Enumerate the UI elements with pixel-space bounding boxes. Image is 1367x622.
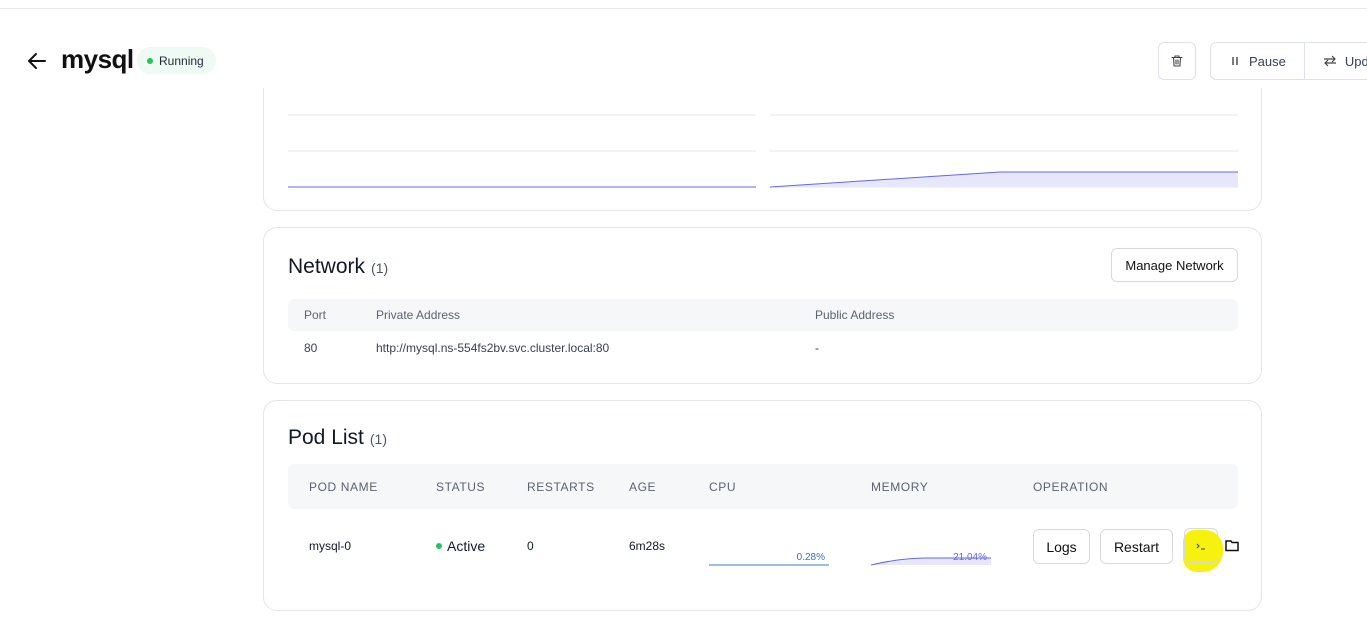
col-private-address: Private Address	[376, 308, 461, 322]
network-title: Network (1)	[288, 255, 388, 279]
pod-name: mysql-0	[309, 539, 352, 553]
memory-percent: 21.04%	[953, 552, 987, 563]
memory-usage-line	[769, 171, 1238, 188]
public-address-value: -	[815, 341, 819, 355]
network-count: (1)	[371, 260, 389, 276]
pod-age: 6m28s	[629, 539, 666, 553]
col-cpu: CPU	[709, 480, 737, 494]
memory-sparkline: 21.04%	[871, 549, 991, 569]
logs-button[interactable]: Logs	[1033, 529, 1090, 564]
status-dot-icon	[147, 57, 153, 64]
update-button[interactable]: Update	[1303, 43, 1367, 79]
col-age: AGE	[629, 480, 657, 494]
cpu-sparkline: 0.28%	[709, 549, 829, 569]
top-divider	[0, 8, 1367, 9]
col-port: Port	[304, 308, 327, 322]
active-dot-icon	[436, 543, 442, 549]
network-table-header: Port Private Address Public Address	[288, 299, 1238, 331]
col-memory: MEMORY	[871, 480, 929, 494]
col-operation: OPERATION	[1033, 480, 1109, 494]
pod-status: Active	[436, 538, 485, 554]
status-badge: Running	[137, 47, 216, 74]
trash-icon	[1171, 55, 1183, 67]
update-label: Update	[1344, 53, 1367, 69]
manage-network-button[interactable]: Manage Network	[1111, 248, 1238, 282]
pod-table-header: POD NAME STATUS RESTARTS AGE CPU MEMORY …	[288, 464, 1238, 509]
port-value: 80	[304, 341, 318, 355]
pod-status-label: Active	[447, 538, 486, 554]
pod-list-card: Pod List (1) POD NAME STATUS RESTARTS AGE…	[263, 400, 1262, 611]
network-title-text: Network	[288, 255, 366, 278]
memory-usage-area	[770, 172, 1238, 187]
pod-list-title-text: Pod List	[288, 426, 364, 449]
pause-button[interactable]: Pause	[1211, 43, 1304, 79]
pause-label: Pause	[1249, 53, 1286, 69]
private-address-link[interactable]: http://mysql.ns-554fs2bv.svc.cluster.loc…	[376, 341, 610, 355]
terminal-icon	[1196, 543, 1205, 549]
col-status: STATUS	[436, 480, 486, 494]
col-public-address: Public Address	[815, 308, 895, 322]
col-restarts: RESTARTS	[527, 480, 595, 494]
network-card: Network (1) Manage Network Port Private A…	[263, 227, 1262, 384]
highlight-marker	[1183, 530, 1223, 572]
restart-button[interactable]: Restart	[1100, 529, 1173, 564]
header-action-group: Pause Update	[1210, 42, 1367, 80]
monitor-charts	[288, 114, 1238, 188]
pod-list-title: Pod List (1)	[288, 426, 387, 450]
monitor-card	[263, 88, 1262, 211]
folder-icon[interactable]	[1224, 536, 1240, 554]
delete-button[interactable]	[1158, 42, 1196, 80]
pod-restarts: 0	[527, 539, 534, 553]
pod-list-count: (1)	[369, 431, 388, 447]
pause-icon	[1232, 57, 1238, 65]
app-title: mysql	[61, 44, 134, 74]
terminal-button[interactable]	[1184, 528, 1218, 563]
status-label: Running	[159, 53, 204, 68]
back-arrow-icon[interactable]	[26, 50, 48, 72]
cpu-percent: 0.28%	[796, 552, 825, 563]
swap-icon	[1323, 55, 1336, 67]
col-pod-name: POD NAME	[309, 480, 378, 494]
